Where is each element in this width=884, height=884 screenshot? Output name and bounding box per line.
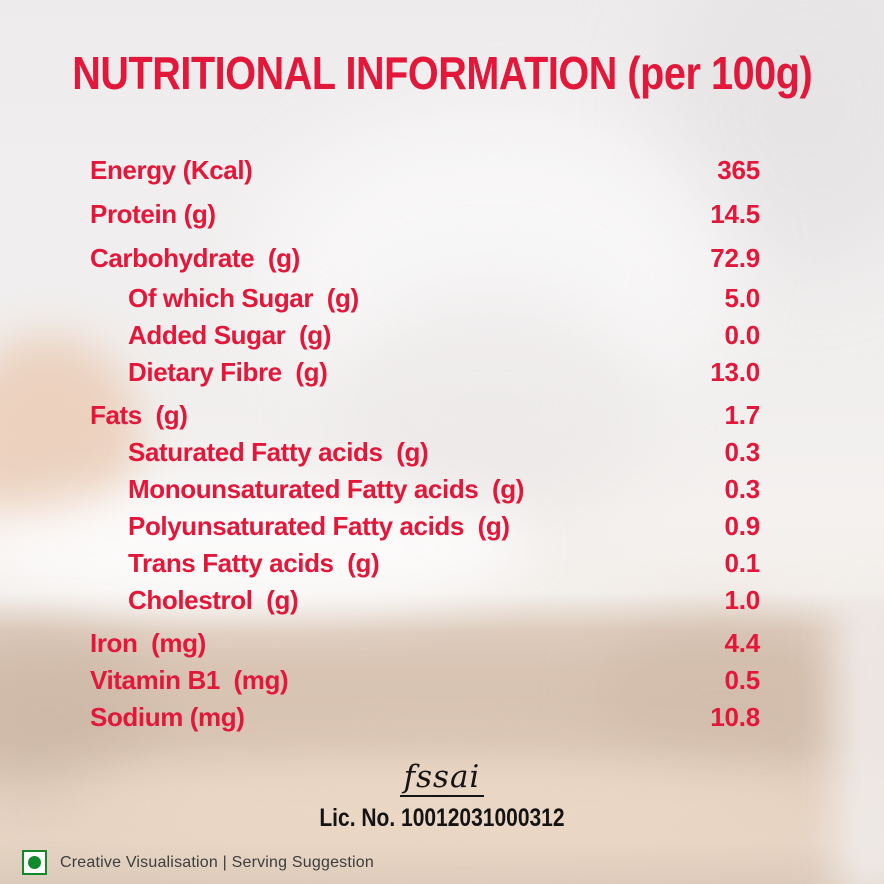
table-row: Iron (mg) 4.4	[90, 625, 760, 662]
row-value: 0.9	[724, 511, 760, 541]
fssai-logo-wrap: fssai	[0, 761, 884, 797]
row-label: Carbohydrate (g)	[90, 242, 300, 273]
background-table-shadow-right	[600, 620, 840, 770]
table-row: Cholestrol (g) 1.0	[90, 582, 760, 619]
table-row: Sodium (mg) 10.8	[90, 699, 760, 736]
disclaimer: Creative Visualisation | Serving Suggest…	[22, 850, 374, 875]
row-value: 5.0	[724, 283, 760, 313]
row-label: Added Sugar (g)	[128, 320, 332, 350]
row-label: Cholestrol (g)	[128, 585, 299, 615]
row-label: Iron (mg)	[90, 628, 206, 658]
fssai-license-number: Lic. No. 10012031000312	[0, 804, 884, 833]
background-wall-strip	[834, 590, 884, 884]
row-label: Energy (Kcal)	[90, 154, 253, 185]
background-gray-shape	[330, 290, 650, 520]
table-row: Protein (g) 14.5	[90, 192, 760, 236]
table-row: Vitamin B1 (mg) 0.5	[90, 662, 760, 699]
page-title: NUTRITIONAL INFORMATION (per 100g)	[0, 50, 884, 96]
table-row: Of which Sugar (g) 5.0	[90, 280, 760, 317]
row-value: 1.7	[724, 400, 760, 430]
row-value: 14.5	[710, 198, 760, 229]
row-value: 1.0	[724, 585, 760, 615]
veg-mark-dot	[28, 856, 41, 869]
background-table-light-band	[60, 755, 820, 850]
row-value: 0.3	[724, 474, 760, 504]
veg-mark-icon	[22, 850, 47, 875]
row-value: 0.1	[724, 548, 760, 578]
fssai-logo: fssai	[399, 761, 485, 797]
row-value: 365	[717, 154, 760, 185]
table-row: Monounsaturated Fatty acids (g) 0.3	[90, 471, 760, 508]
table-row: Carbohydrate (g) 72.9	[90, 236, 760, 280]
table-row: Energy (Kcal) 365	[90, 148, 760, 192]
disclaimer-text: Creative Visualisation | Serving Suggest…	[60, 853, 374, 871]
table-row: Saturated Fatty acids (g) 0.3	[90, 434, 760, 471]
row-label: Protein (g)	[90, 198, 216, 229]
table-row: Trans Fatty acids (g) 0.1	[90, 545, 760, 582]
table-row: Polyunsaturated Fatty acids (g) 0.9	[90, 508, 760, 545]
row-value: 0.3	[724, 437, 760, 467]
row-label: Monounsaturated Fatty acids (g)	[128, 474, 525, 504]
row-label: Trans Fatty acids (g)	[128, 548, 380, 578]
table-row: Dietary Fibre (g) 13.0	[90, 354, 760, 391]
row-label: Saturated Fatty acids (g)	[128, 437, 429, 467]
page-title-text: NUTRITIONAL INFORMATION (per 100g)	[72, 47, 812, 99]
row-label: Vitamin B1 (mg)	[90, 665, 289, 695]
row-value: 72.9	[710, 242, 760, 273]
nutrition-table: Energy (Kcal) 365 Protein (g) 14.5 Carbo…	[90, 148, 760, 736]
row-label: Of which Sugar (g)	[128, 283, 359, 313]
row-value: 10.8	[710, 702, 760, 732]
row-label: Polyunsaturated Fatty acids (g)	[128, 511, 510, 541]
row-value: 0.5	[724, 665, 760, 695]
row-label: Dietary Fibre (g)	[128, 357, 328, 387]
row-value: 0.0	[724, 320, 760, 350]
fssai-license-text: Lic. No. 10012031000312	[319, 804, 565, 832]
row-label: Fats (g)	[90, 400, 188, 430]
row-value: 13.0	[710, 357, 760, 387]
background-counter-highlight	[0, 485, 530, 610]
row-label: Sodium (mg)	[90, 702, 245, 732]
table-row: Added Sugar (g) 0.0	[90, 317, 760, 354]
row-value: 4.4	[724, 628, 760, 658]
table-row: Fats (g) 1.7	[90, 397, 760, 434]
